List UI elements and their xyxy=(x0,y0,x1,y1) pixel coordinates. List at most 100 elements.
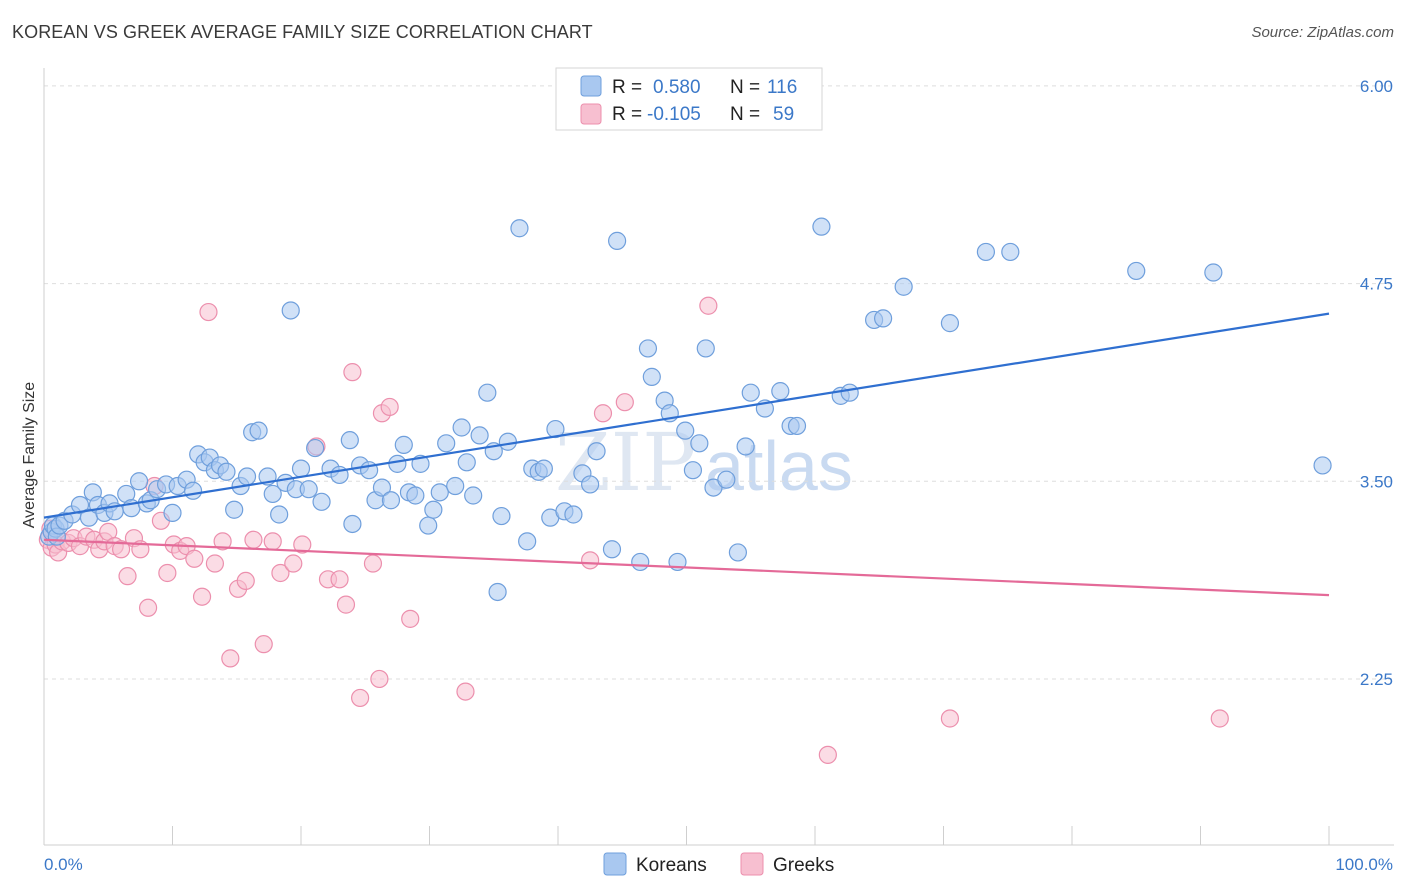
koreans-point xyxy=(388,454,407,473)
greeks-point xyxy=(351,688,370,708)
greeks-trend-line xyxy=(43,538,1330,597)
bottom-legend-greeks-label: Greeks xyxy=(773,855,834,876)
koreans-point xyxy=(771,382,790,401)
koreans-point xyxy=(676,421,695,440)
greeks-point xyxy=(205,554,225,573)
greeks-point xyxy=(221,649,240,668)
koreans-point xyxy=(690,434,709,453)
koreans-point xyxy=(976,242,996,262)
koreans-point xyxy=(518,532,537,551)
y-tick-label-2: 4.75 xyxy=(1360,275,1393,294)
greeks-point xyxy=(236,571,255,590)
koreans-point xyxy=(717,470,736,489)
koreans-point xyxy=(608,231,627,250)
legend-greeks-r-value: -0.105 xyxy=(647,104,701,125)
y-tick-label-3: 6.00 xyxy=(1360,77,1393,96)
greeks-point xyxy=(363,554,383,573)
greeks-point xyxy=(1210,709,1229,728)
koreans-point xyxy=(696,339,715,358)
koreans-point xyxy=(464,486,483,505)
koreans-point xyxy=(736,437,755,456)
chart-title: KOREAN VS GREEK AVERAGE FAMILY SIZE CORR… xyxy=(12,22,593,42)
koreans-point xyxy=(263,484,282,504)
koreans-point xyxy=(1313,456,1332,475)
greeks-point xyxy=(330,570,349,589)
koreans-point xyxy=(381,491,401,510)
koreans-point xyxy=(812,217,831,236)
koreans-point xyxy=(343,514,362,534)
koreans-point xyxy=(940,314,960,333)
koreans-point xyxy=(183,481,203,500)
koreans-point xyxy=(70,495,90,515)
greeks-point xyxy=(336,595,356,614)
greeks-point xyxy=(185,549,204,568)
greeks-points xyxy=(38,296,1229,764)
watermark-atlas: atlas xyxy=(705,427,853,505)
greeks-point xyxy=(593,404,613,423)
bottom-legend-greeks-swatch xyxy=(740,852,764,876)
greeks-point xyxy=(192,587,212,606)
bottom-legend-koreans-label: Koreans xyxy=(636,855,707,876)
koreans-point xyxy=(312,492,331,511)
legend-greeks-swatch xyxy=(580,103,602,125)
greeks-point xyxy=(138,598,158,617)
koreans-points xyxy=(40,217,1332,602)
koreans-point xyxy=(478,383,497,402)
greeks-point xyxy=(263,532,282,551)
koreans-point xyxy=(237,467,257,486)
koreans-point xyxy=(270,505,289,524)
koreans-point xyxy=(419,516,438,535)
koreans-point xyxy=(728,543,748,562)
koreans-trend-line xyxy=(43,312,1330,519)
greeks-point xyxy=(213,532,232,551)
koreans-point xyxy=(642,367,661,386)
koreans-point xyxy=(602,540,622,559)
koreans-point xyxy=(587,442,606,461)
x-tick-label-min: 0.0% xyxy=(44,855,83,874)
greeks-point xyxy=(271,563,290,583)
y-tick-label-0: 2.25 xyxy=(1360,670,1393,689)
koreans-point xyxy=(488,582,507,602)
koreans-point xyxy=(406,486,425,505)
legend-box: R = 0.580 N = 116 R = -0.105 N = 59 xyxy=(555,67,823,131)
legend-greeks-n-label: N = xyxy=(730,104,760,125)
greeks-point xyxy=(158,563,177,583)
koreans-point xyxy=(1204,263,1223,282)
greeks-point xyxy=(581,551,600,570)
koreans-point xyxy=(430,483,449,502)
koreans-point xyxy=(741,383,760,402)
greeks-point xyxy=(615,393,634,412)
watermark-zip: ZIP xyxy=(555,416,696,509)
legend-greeks-n-value: 59 xyxy=(773,104,794,125)
legend-greeks-r-label: R = xyxy=(612,104,642,125)
koreans-point xyxy=(683,461,703,480)
koreans-point xyxy=(437,434,456,453)
koreans-point xyxy=(217,462,236,481)
greeks-point xyxy=(401,609,420,628)
greeks-point xyxy=(284,554,303,573)
greeks-point xyxy=(199,302,218,322)
koreans-point xyxy=(787,416,807,436)
legend-koreans-r-value: 0.580 xyxy=(653,77,701,98)
koreans-point xyxy=(534,459,553,478)
greeks-point xyxy=(254,635,273,654)
koreans-point xyxy=(631,552,650,572)
greeks-point xyxy=(940,709,960,728)
koreans-point xyxy=(291,459,311,478)
koreans-point xyxy=(840,383,859,402)
koreans-point xyxy=(498,432,517,451)
koreans-point xyxy=(394,435,413,454)
greeks-point xyxy=(818,745,837,764)
koreans-point xyxy=(581,475,600,494)
koreans-point xyxy=(163,503,182,522)
koreans-point xyxy=(129,472,149,491)
koreans-point xyxy=(470,426,489,445)
koreans-point xyxy=(874,309,893,328)
x-tick-label-max: 100.0% xyxy=(1335,855,1393,874)
greeks-point xyxy=(244,530,263,549)
koreans-point xyxy=(306,438,325,458)
koreans-point xyxy=(564,505,583,524)
koreans-point xyxy=(452,418,471,437)
greeks-point xyxy=(699,296,718,315)
